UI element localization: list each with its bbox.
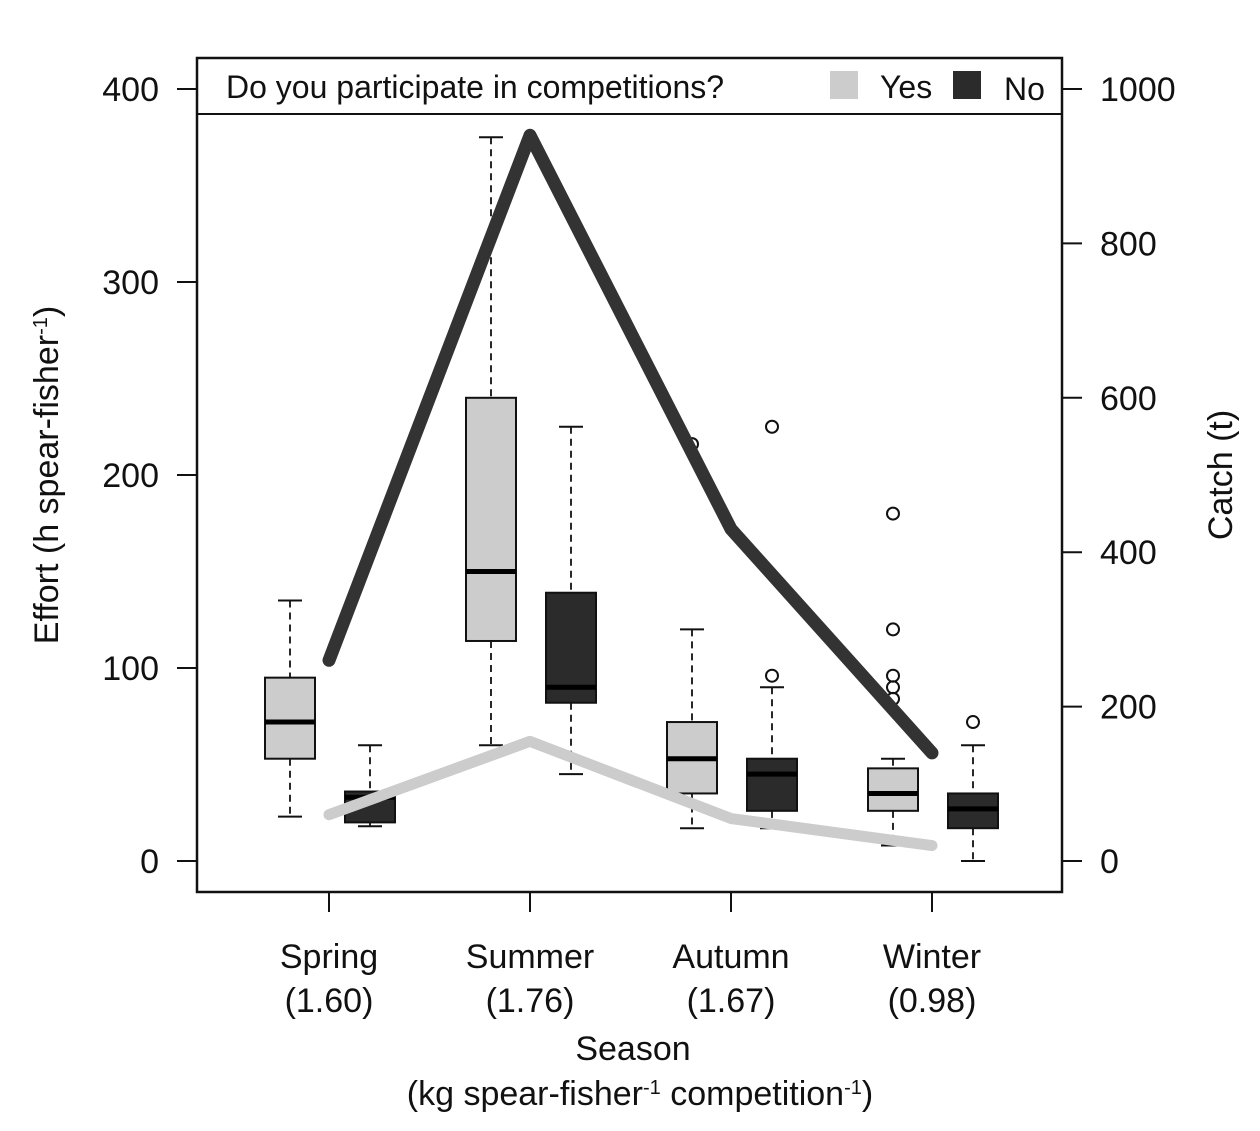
left-tick-label: 200 — [102, 457, 159, 495]
x-axis-title: Season — [575, 1030, 690, 1068]
iqr-box — [465, 396, 517, 642]
outlier-point — [886, 668, 900, 683]
left-tick-label: 0 — [140, 843, 159, 881]
legend-label-no: No — [1004, 71, 1045, 107]
legend: Do you participate in competitions? Yes … — [197, 69, 1062, 115]
y-axis-left-title: Effort (h spear-fisher-1) — [28, 306, 66, 644]
right-tick-label: 200 — [1100, 689, 1157, 727]
right-axis: 0 200 400 600 800 1000 — [1062, 71, 1176, 881]
legend-title: Do you participate in competitions? — [226, 69, 724, 105]
iqr-box — [545, 591, 597, 704]
y-axis-right-title: Catch (t) — [1202, 410, 1240, 540]
right-tick-label: 600 — [1100, 380, 1157, 418]
right-tick-label: 800 — [1100, 225, 1157, 263]
catch-lines — [322, 128, 939, 852]
iqr-box — [867, 767, 919, 812]
right-tick-label: 0 — [1100, 843, 1119, 881]
catch-line-no — [322, 128, 939, 760]
x-axis-subtitle: (kg spear-fisher-1 competition-1) — [407, 1075, 873, 1113]
outlier-point — [886, 506, 900, 521]
iqr-box — [746, 757, 798, 812]
outlier-point — [765, 668, 779, 683]
box-spring-no — [344, 744, 396, 828]
right-tick-label: 1000 — [1100, 71, 1176, 109]
outlier-point — [765, 419, 779, 434]
x-tick-label-cpue: (1.67) — [687, 982, 776, 1020]
x-tick-label-cpue: (1.76) — [486, 982, 575, 1020]
outlier-point — [966, 715, 980, 730]
box-spring-yes — [264, 599, 316, 818]
left-tick-label: 100 — [102, 650, 159, 688]
box-winter-yes — [867, 506, 919, 847]
x-tick-label-cpue: (1.60) — [285, 982, 374, 1020]
x-tick-label-season: Spring — [280, 938, 378, 976]
box-autumn-no — [746, 419, 798, 830]
legend-label-yes: Yes — [880, 69, 932, 105]
box-winter-no — [947, 715, 999, 862]
x-axis: Spring (1.60) Summer (1.76) Autumn (1.67) Wint… — [280, 892, 981, 1020]
right-tick-label: 400 — [1100, 534, 1157, 572]
legend-swatch-yes — [830, 71, 858, 99]
left-tick-label: 400 — [102, 71, 159, 109]
outlier-point — [886, 680, 900, 695]
boxplots — [264, 136, 999, 862]
box-summer-yes — [465, 136, 517, 747]
plot-frame — [195, 56, 1064, 894]
left-tick-label: 300 — [102, 264, 159, 302]
x-tick-label-season: Winter — [883, 938, 981, 976]
catch-line-yes — [323, 735, 938, 852]
left-axis: 0 100 200 300 400 — [102, 71, 197, 881]
outlier-point — [886, 622, 900, 637]
x-tick-label-cpue: (0.98) — [888, 982, 977, 1020]
x-tick-label-season: Autumn — [672, 938, 789, 976]
x-tick-label-season: Summer — [466, 938, 594, 976]
legend-swatch-no — [953, 71, 981, 99]
box-summer-no — [545, 425, 597, 776]
iqr-box — [264, 676, 316, 760]
